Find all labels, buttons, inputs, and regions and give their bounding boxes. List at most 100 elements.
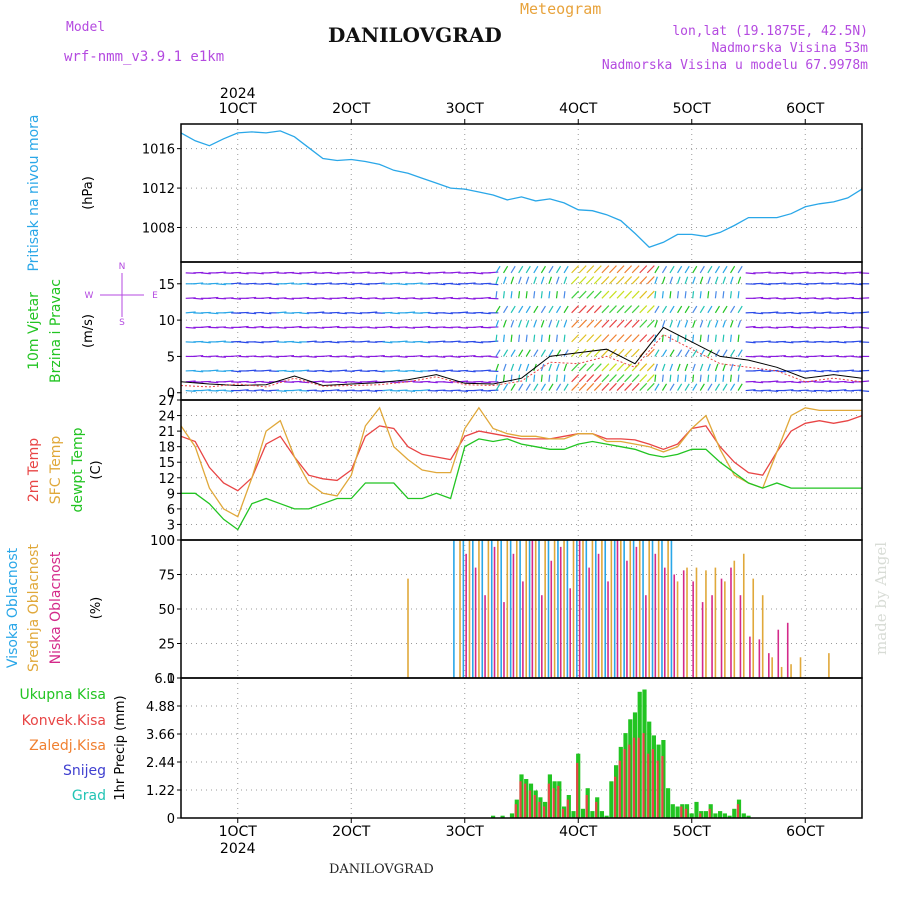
ytick-label: 12	[158, 472, 175, 487]
wind-barb	[518, 349, 524, 357]
wind-barb	[246, 369, 257, 372]
wind-barb	[510, 305, 516, 314]
wind-barb	[533, 265, 539, 274]
wind-barb	[458, 389, 469, 392]
wind-barb	[382, 325, 393, 328]
wind-barb	[488, 340, 499, 343]
wind-barb	[843, 369, 854, 372]
wind-barb	[775, 297, 786, 300]
pressure-unit: (hPa)	[81, 176, 96, 210]
wind-barb	[374, 354, 385, 358]
wind-barb	[389, 312, 400, 315]
wind-barb	[427, 312, 438, 315]
wind-barb	[753, 369, 764, 372]
wind-barb	[768, 326, 779, 329]
wind-barb	[798, 340, 809, 343]
wind-barb	[586, 374, 595, 383]
wind-barb	[284, 370, 295, 373]
wind-barb	[367, 326, 378, 329]
wind-barb	[616, 334, 625, 343]
ytick-label: 2.44	[146, 756, 175, 771]
wind-barb	[783, 389, 794, 392]
wind-barb	[510, 265, 516, 274]
wind-barb	[586, 348, 595, 357]
wind-barb	[548, 265, 554, 274]
cloud-axis-title-2: Srednja Oblacnost	[26, 544, 42, 672]
wind-barb	[329, 341, 340, 344]
temp-unit: (C)	[89, 460, 104, 479]
wind-barb	[571, 382, 580, 391]
wind-barb	[555, 363, 560, 372]
ytick-label: 15	[158, 278, 175, 293]
wind-barb	[488, 355, 499, 358]
wind-barb	[601, 290, 610, 299]
ytick-label: 1008	[142, 222, 175, 237]
wind-barb	[540, 334, 543, 342]
wind-barb	[420, 389, 431, 392]
wind-barb	[593, 363, 602, 372]
wind-barb	[806, 326, 817, 329]
wind-barb	[412, 354, 423, 358]
wind-barb	[435, 283, 446, 286]
wind-barb	[412, 282, 423, 285]
wind-barb	[722, 363, 727, 372]
wind-barb	[684, 305, 690, 314]
wind-barb	[518, 320, 522, 328]
wind-barb	[737, 383, 743, 391]
wind-barb	[518, 265, 524, 274]
wind-barb	[669, 363, 674, 372]
wind-barb	[631, 334, 640, 343]
pressure-line	[180, 130, 863, 248]
wind-barb	[828, 282, 839, 285]
wind-barb	[435, 271, 446, 274]
wind-barb	[760, 271, 771, 274]
wind-barb	[495, 334, 498, 342]
wind-barb	[684, 374, 687, 382]
wind-barb	[525, 383, 531, 391]
wind-barb	[729, 363, 734, 372]
wind-barb	[676, 334, 679, 342]
wind-barb	[836, 389, 847, 392]
wind-barb	[737, 291, 740, 299]
wind-barb	[352, 381, 363, 384]
wind-barb	[555, 276, 560, 284]
ytick-label: 0	[167, 387, 175, 402]
wind-barb	[646, 382, 655, 391]
wind-barb	[624, 348, 633, 357]
wind-barb	[821, 311, 832, 314]
precip-bar-total_precip	[689, 813, 694, 818]
wind-barb	[669, 320, 674, 328]
precip-bar-convective	[632, 737, 636, 818]
compass-w: W	[85, 291, 94, 301]
wind-barb	[677, 383, 683, 391]
compass-e: E	[152, 291, 158, 301]
wind-barb	[714, 305, 721, 314]
wind-barb	[571, 290, 580, 299]
wind-barb	[200, 341, 211, 344]
wind-barb	[624, 276, 633, 285]
wind-barb	[677, 305, 683, 314]
wind-barb	[813, 282, 824, 285]
precip-bar-convective	[699, 813, 702, 818]
wind-barb	[601, 305, 610, 314]
wind-barb	[359, 271, 370, 274]
wind-barb	[624, 319, 633, 328]
wind-barb	[616, 319, 625, 328]
ytick-label: 1012	[142, 182, 175, 197]
wind-barb	[631, 305, 640, 314]
wind-barb	[510, 334, 513, 342]
wind-barb	[563, 383, 569, 391]
wind-barb	[745, 325, 756, 328]
wind-barb	[851, 271, 862, 274]
wind-barb	[661, 305, 668, 314]
wind-barb	[722, 320, 727, 328]
wind-barb	[540, 276, 545, 284]
precip-bar-total_precip	[732, 808, 737, 818]
panel-frame-4	[180, 677, 863, 819]
wind-barb	[783, 325, 794, 328]
wind-barb	[503, 349, 509, 357]
wind-barb	[768, 380, 779, 383]
wind-barb	[730, 383, 736, 391]
wind-barb	[669, 374, 672, 382]
wind-barb	[185, 326, 196, 329]
